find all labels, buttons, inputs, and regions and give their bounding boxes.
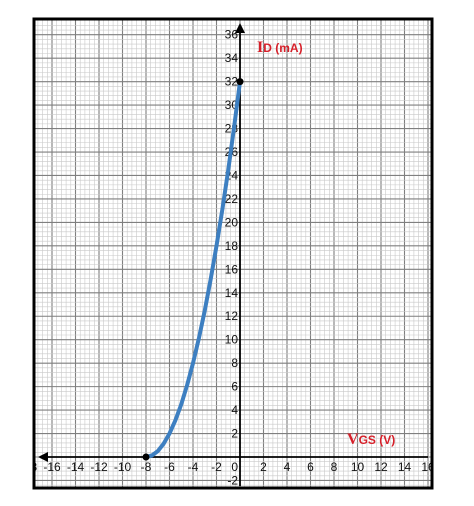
x-tick-label: 2 xyxy=(260,460,267,474)
y-tick-label: 36 xyxy=(225,28,239,42)
x-axis-label-sub: GS xyxy=(359,433,376,447)
y-tick-label: 34 xyxy=(225,51,239,65)
x-tick-label: 4 xyxy=(284,460,291,474)
tick-labels: -18 -16 -14 -12 -10 -8 -6 -4 -2 2 4 6 8 10 12 14 16 -2 2 4 6… xyxy=(20,28,435,488)
x-axis-arrow-left xyxy=(38,452,48,462)
y-axis-label-sub: D xyxy=(263,41,272,55)
y-axis-arrow-up xyxy=(235,23,245,33)
series-layer xyxy=(144,79,242,459)
x-tick-label: -18 xyxy=(20,460,38,474)
x-axis-label-unit: (V) xyxy=(376,433,395,447)
x-tick-label: -16 xyxy=(43,460,61,474)
y-tick-label: 6 xyxy=(231,380,238,394)
y-tick-label: 8 xyxy=(231,356,238,370)
y-tick-label: 2 xyxy=(231,427,238,441)
y-tick-label: 32 xyxy=(225,75,239,89)
y-axis-label-unit: (mA) xyxy=(272,41,303,55)
y-tick-label: 10 xyxy=(225,333,239,347)
x-tick-label: 10 xyxy=(351,460,365,474)
x-tick-label: -6 xyxy=(164,460,175,474)
y-tick-label: 16 xyxy=(225,262,239,276)
x-tick-label: -12 xyxy=(90,460,108,474)
y-tick-label: 18 xyxy=(225,239,239,253)
x-tick-label: -14 xyxy=(67,460,85,474)
x-tick-label: -2 xyxy=(211,460,222,474)
x-tick-label: -8 xyxy=(141,460,152,474)
x-tick-label: 12 xyxy=(374,460,388,474)
x-tick-label: 6 xyxy=(307,460,314,474)
data-point-marker xyxy=(142,453,150,461)
marker-layer xyxy=(142,78,244,461)
y-tick-label: 20 xyxy=(225,215,239,229)
x-tick-label: 8 xyxy=(331,460,338,474)
origin-tick-label: 0 xyxy=(231,460,238,474)
grid xyxy=(34,19,432,488)
y-tick-label: 14 xyxy=(225,286,239,300)
y-tick-label: -2 xyxy=(227,473,238,487)
plot-frame xyxy=(32,17,434,490)
y-tick-label: 12 xyxy=(225,309,239,323)
y-axis-label: ID (mA) xyxy=(257,39,303,56)
x-tick-label: -4 xyxy=(188,460,199,474)
x-axis-label: VGS (V) xyxy=(347,431,395,448)
x-tick-label: 14 xyxy=(398,460,412,474)
data-point-marker xyxy=(236,78,244,86)
y-axis-label-main: I xyxy=(257,39,263,56)
axes xyxy=(38,23,428,486)
x-tick-label: -10 xyxy=(114,460,132,474)
x-tick-label: 16 xyxy=(421,460,435,474)
y-tick-label: 4 xyxy=(231,403,238,417)
y-tick-label: 22 xyxy=(225,192,239,206)
x-axis-label-main: V xyxy=(347,431,359,448)
series-line xyxy=(144,79,242,459)
